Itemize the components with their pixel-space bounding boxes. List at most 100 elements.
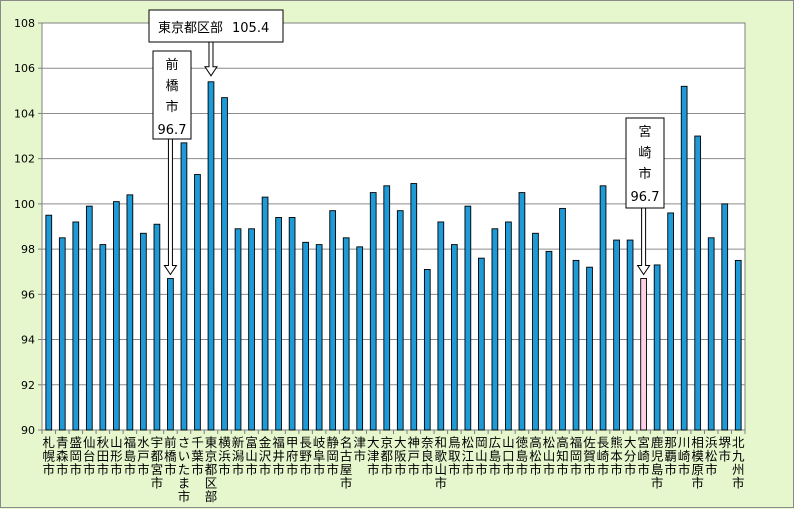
category-label-長崎市: 長崎市 (597, 435, 610, 477)
category-label-広島市: 広島市 (489, 435, 502, 477)
category-label-千葉市: 千葉市 (191, 435, 204, 477)
svg-text:大阪市: 大阪市 (394, 435, 407, 477)
bar-高松市 (532, 232, 539, 431)
bar-川崎市 (680, 85, 688, 431)
svg-text:奈良市: 奈良市 (421, 435, 434, 477)
category-label-大分市: 大分市 (624, 435, 637, 477)
category-label-盛岡市: 盛岡市 (70, 435, 83, 477)
bar-東京都区部 (207, 81, 215, 431)
bar-奈良市 (423, 269, 431, 431)
svg-text:神戸市: 神戸市 (408, 435, 421, 477)
svg-text:福岡市: 福岡市 (570, 435, 583, 477)
category-label-札幌市: 札幌市 (43, 435, 56, 477)
category-label-岡山市: 岡山市 (475, 435, 488, 477)
svg-text:広島市: 広島市 (489, 435, 502, 477)
bar-佐賀市 (586, 266, 593, 431)
bar-堺市 (721, 203, 729, 431)
bar-盛岡市 (72, 221, 80, 431)
category-label-徳島市: 徳島市 (516, 435, 529, 477)
category-label-水戸市: 水戸市 (137, 435, 150, 477)
category-label-前橋市: 前橋市 (164, 435, 177, 477)
svg-text:金沢市: 金沢市 (259, 435, 272, 477)
category-label-さいたま市: さいたま市 (178, 435, 191, 504)
category-label-富山市: 富山市 (245, 435, 258, 477)
bar-山口市 (505, 221, 512, 431)
bar-長崎市 (599, 185, 607, 431)
callout-text-maebashi: 前橋市 96.7 (158, 57, 187, 138)
callout-box-tokyo (148, 9, 284, 43)
bar-前橋市 (167, 278, 174, 431)
bar-長野市 (302, 241, 309, 431)
svg-text:佐賀市: 佐賀市 (583, 435, 596, 477)
svg-text:仙台市: 仙台市 (83, 435, 96, 477)
bar-岐阜市 (315, 244, 323, 431)
svg-text:さいたま市: さいたま市 (178, 435, 191, 504)
callout-arrow-miyazaki (636, 207, 651, 276)
bar-松江市 (464, 205, 472, 431)
svg-text:札幌市: 札幌市 (43, 435, 56, 477)
svg-text:山形市: 山形市 (110, 435, 123, 477)
svg-text:宇都宮市: 宇都宮市 (151, 435, 164, 491)
svg-text:山口市: 山口市 (502, 435, 515, 477)
svg-text:高松市: 高松市 (529, 435, 542, 477)
svg-text:浜松市: 浜松市 (705, 435, 718, 477)
svg-text:津市: 津市 (353, 435, 366, 464)
svg-text:大津市: 大津市 (367, 435, 380, 477)
category-label-浜松市: 浜松市 (705, 435, 718, 477)
y-tick-label: 90 (21, 424, 35, 437)
bar-札幌市 (45, 214, 53, 431)
category-label-青森市: 青森市 (56, 435, 69, 477)
bar-宇都宮市 (153, 223, 161, 431)
svg-text:鹿児島市: 鹿児島市 (651, 435, 664, 491)
category-label-金沢市: 金沢市 (259, 435, 272, 477)
callout-box-miyazaki (625, 117, 665, 209)
callout-text-miyazaki: 宮崎市 96.7 (631, 124, 660, 205)
category-label-福井市: 福井市 (272, 435, 285, 477)
category-label-高松市: 高松市 (529, 435, 542, 477)
y-tick-label: 106 (14, 62, 35, 75)
category-label-仙台市: 仙台市 (83, 435, 96, 477)
category-label-熊本市: 熊本市 (610, 435, 623, 477)
bar-北九州市 (734, 259, 742, 431)
svg-text:川崎市: 川崎市 (678, 435, 691, 477)
svg-text:松山市: 松山市 (543, 435, 556, 477)
bar-鹿児島市 (653, 264, 661, 431)
category-label-大津市: 大津市 (367, 435, 380, 477)
category-label-福岡市: 福岡市 (570, 435, 583, 477)
svg-text:新潟市: 新潟市 (232, 435, 245, 477)
category-label-松江市: 松江市 (462, 435, 475, 477)
category-label-横浜市: 横浜市 (218, 435, 231, 477)
bar-大阪市 (396, 210, 404, 431)
bar-福岡市 (572, 259, 580, 431)
category-label-福島市: 福島市 (124, 435, 137, 477)
bar-大分市 (626, 239, 634, 431)
svg-text:熊本市: 熊本市 (610, 435, 623, 477)
callout-arrow-tokyo (204, 41, 218, 77)
svg-text:岡山市: 岡山市 (475, 435, 488, 477)
svg-text:盛岡市: 盛岡市 (70, 435, 83, 477)
svg-text:名古屋市: 名古屋市 (340, 435, 353, 491)
bar-神戸市 (410, 183, 418, 431)
svg-text:富山市: 富山市 (245, 435, 258, 477)
y-tick-label: 102 (14, 153, 35, 166)
svg-text:甲府市: 甲府市 (286, 435, 299, 477)
svg-text:横浜市: 横浜市 (218, 435, 231, 477)
category-label-川崎市: 川崎市 (678, 435, 691, 477)
svg-text:京都市: 京都市 (380, 435, 393, 477)
bar-名古屋市 (342, 237, 350, 431)
svg-text:和歌山市: 和歌山市 (435, 435, 448, 491)
svg-text:宮崎市: 宮崎市 (637, 435, 650, 477)
category-label-北九州市: 北九州市 (732, 435, 745, 491)
plot-area (41, 22, 746, 431)
category-label-宮崎市: 宮崎市 (637, 435, 650, 477)
svg-text:福井市: 福井市 (272, 435, 285, 477)
svg-text:秋田市: 秋田市 (97, 435, 110, 477)
callout-arrow-maebashi (163, 138, 178, 276)
svg-text:東京都区部: 東京都区部 (205, 435, 218, 504)
category-label-名古屋市: 名古屋市 (340, 435, 353, 491)
bar-津市 (356, 246, 364, 431)
svg-text:大分市: 大分市 (624, 435, 637, 477)
category-label-大阪市: 大阪市 (394, 435, 407, 477)
bar-青森市 (58, 237, 66, 431)
